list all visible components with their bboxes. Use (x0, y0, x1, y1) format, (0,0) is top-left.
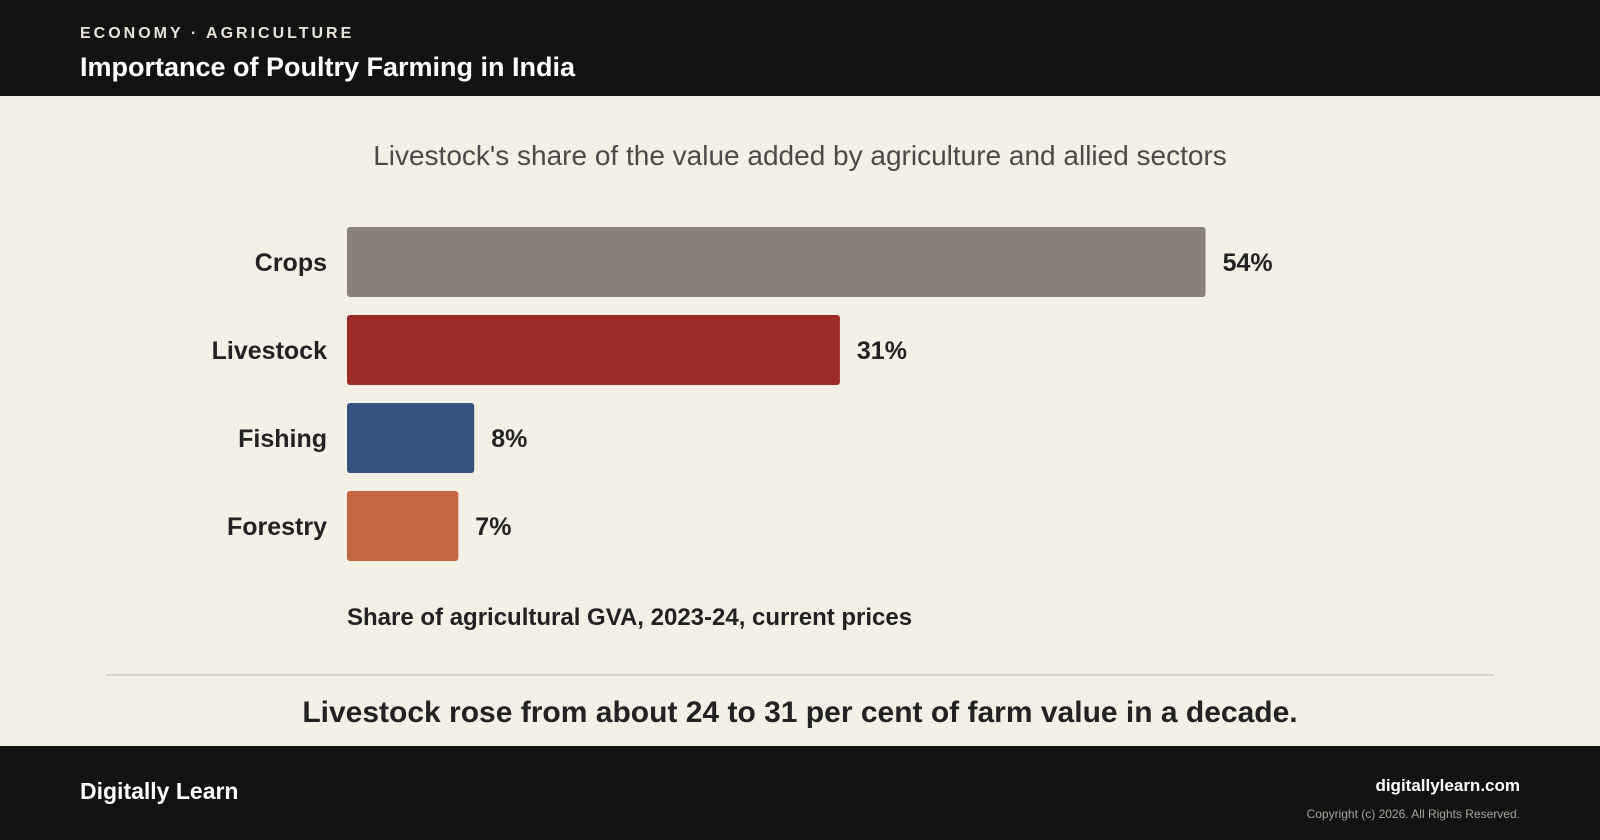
footer-bar: Digitally Learn digitallylearn.com Copyr… (0, 746, 1600, 840)
chart-title: Livestock's share of the value added by … (373, 140, 1227, 171)
page-title: Importance of Poultry Farming in India (80, 52, 576, 82)
category-label-livestock: Livestock (212, 337, 327, 365)
value-label-crops: 54% (1223, 249, 1273, 277)
section-eyebrow: ECONOMY · AGRICULTURE (80, 25, 355, 42)
site-link[interactable]: digitallylearn.com (1375, 776, 1520, 795)
category-label-crops: Crops (255, 249, 327, 277)
copyright-text: Copyright (c) 2026. All Rights Reserved. (1306, 807, 1520, 821)
bar-crops (347, 227, 1206, 297)
divider (106, 674, 1494, 676)
header-bar: ECONOMY · AGRICULTURE Importance of Poul… (0, 0, 1600, 96)
bar-chart: Crops 54% Livestock 31% Fishing 8% Forestry 7% (212, 227, 1273, 561)
category-label-forestry: Forestry (227, 513, 327, 541)
bar-forestry (347, 491, 459, 561)
brand-name: Digitally Learn (80, 778, 239, 804)
value-label-livestock: 31% (857, 337, 907, 365)
chart-caption: Share of agricultural GVA, 2023-24, curr… (347, 604, 913, 631)
bar-fishing (347, 403, 475, 473)
value-label-forestry: 7% (475, 513, 511, 541)
bar-livestock (347, 315, 840, 385)
key-takeaway: Livestock rose from about 24 to 31 per c… (302, 696, 1298, 729)
category-label-fishing: Fishing (238, 425, 327, 453)
value-label-fishing: 8% (491, 425, 527, 453)
